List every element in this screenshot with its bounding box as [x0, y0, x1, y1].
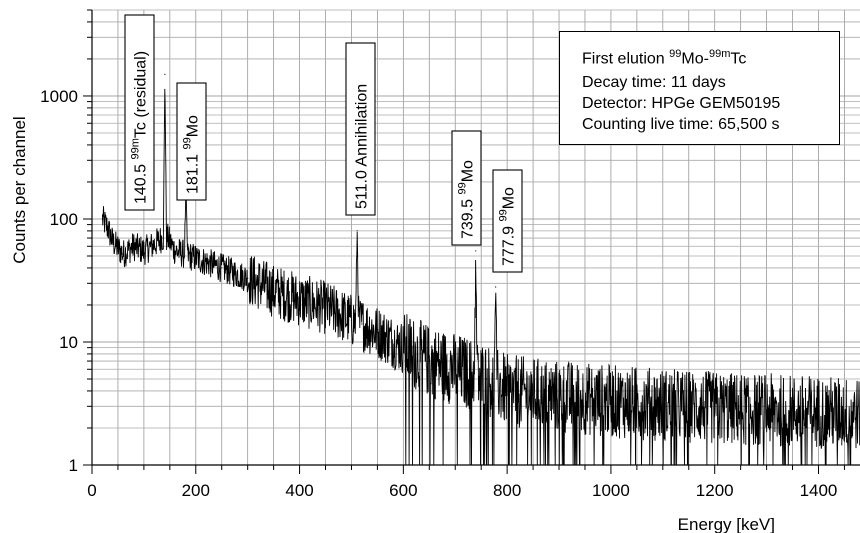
annotations: 140.5 99mTc (residual) 181.1 99Mo 511.0 An… [124, 14, 523, 273]
peak-label-text: 140.5 99mTc (residual) [130, 51, 150, 204]
spectrum-point [298, 299, 301, 301]
peak-label-text: 739.5 99Mo [457, 160, 477, 239]
x-tick-label: 1400 [800, 481, 838, 500]
peak-label-text: 777.9 99Mo [498, 187, 518, 266]
spectrum-point [106, 227, 109, 229]
y-axis-label: Counts per channel [10, 116, 29, 263]
info-line-4: Counting live time: 65,500 s [582, 116, 780, 133]
x-tick-label: 200 [182, 481, 210, 500]
ticks: 0 200 400 600 800 1000 1200 1400 1 10 100 1000 [40, 9, 845, 500]
peak-label-box [345, 42, 376, 216]
spectrum-point [765, 409, 768, 411]
axes [91, 10, 860, 466]
spectrum-point [324, 307, 327, 309]
peak-label-box [451, 130, 482, 246]
info-line-1: First elution 99Mo-99mTc [582, 48, 747, 68]
y-tick-label: 1 [69, 456, 78, 475]
spectrum-point [356, 230, 358, 232]
spectrum-point [376, 331, 379, 333]
spectrum-point [247, 277, 249, 279]
spectrum-point [143, 250, 145, 252]
spectrum-point [112, 241, 114, 243]
x-tick-label: 600 [389, 481, 417, 500]
spectrum-point [506, 390, 508, 392]
info-line-2: Decay time: 11 days [582, 74, 726, 91]
y-tick-label: 10 [59, 333, 78, 352]
spectrum-point [221, 267, 223, 269]
peak-label-box [176, 82, 207, 201]
info-line-3: Detector: HPGe GEM50195 [582, 95, 781, 112]
peak-label-box [492, 169, 523, 273]
spectrum-point [273, 290, 275, 292]
spectrum-point [428, 360, 430, 362]
spectrum-point [402, 347, 404, 349]
x-tick-label: 400 [285, 481, 313, 500]
spectrum-point [485, 378, 487, 380]
spectrum-point [817, 411, 820, 413]
series-layer [101, 73, 860, 466]
peak-label-box [124, 14, 155, 211]
spectrum-point [153, 243, 155, 246]
spectrum-point [610, 400, 612, 402]
spectrum-point [714, 407, 716, 409]
spectrum-line [101, 88, 860, 466]
peak-annotation: 739.5 99Mo [451, 130, 482, 246]
peak-annotation: 140.5 99mTc (residual) [124, 14, 155, 211]
x-axis-label: Energy [keV] [678, 515, 775, 533]
spectrum-point [454, 368, 456, 370]
spectrum-point [475, 250, 477, 252]
x-tick-label: 800 [493, 481, 521, 500]
x-tick-label: 0 [87, 481, 96, 500]
spectrum-point [122, 253, 124, 255]
y-tick-label: 100 [50, 210, 78, 229]
spectrum-point [495, 286, 497, 288]
spectrum-point [132, 245, 135, 247]
spectrum-point [350, 319, 353, 321]
peak-annotation: 181.1 99Mo [176, 82, 207, 201]
peak-annotation: 777.9 99Mo [492, 169, 523, 273]
spectrum-point [164, 73, 166, 75]
peak-annotation: 511.0 Annihilation [345, 42, 376, 216]
spectrum-point [174, 250, 176, 252]
spectrum-point [101, 218, 103, 220]
x-tick-label: 1000 [592, 481, 630, 500]
x-tick-label: 1200 [696, 481, 734, 500]
y-tick-label: 1000 [40, 87, 78, 106]
spectrum-point [161, 237, 163, 239]
spectrum-point [167, 237, 169, 239]
spectrum-point [662, 403, 664, 406]
peak-label-text: 511.0 Annihilation [354, 84, 371, 209]
info-box: First elution 99Mo-99mTc Decay time: 11 … [559, 31, 840, 145]
spectrum-point [195, 257, 197, 259]
peak-label-text: 181.1 99Mo [182, 115, 202, 194]
spectrum-point [361, 323, 363, 325]
spectrum-point [558, 395, 560, 398]
